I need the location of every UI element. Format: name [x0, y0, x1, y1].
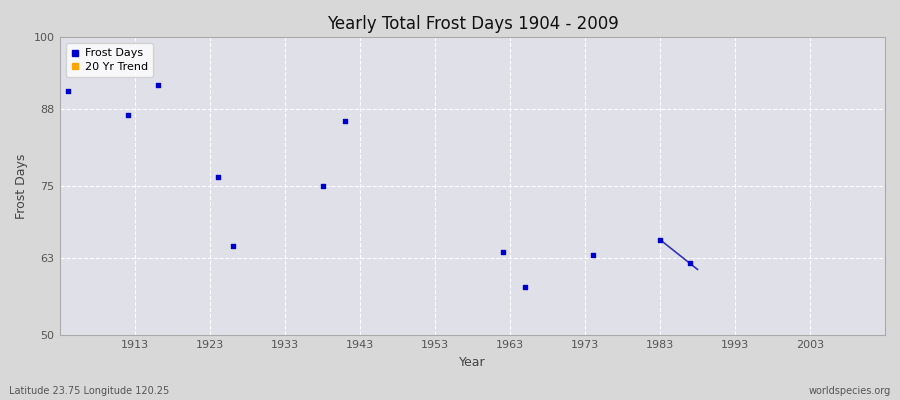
- Point: [150, 82, 165, 88]
- Point: [683, 260, 698, 267]
- Point: [211, 174, 225, 180]
- Legend: Frost Days, 20 Yr Trend: Frost Days, 20 Yr Trend: [66, 43, 153, 77]
- Text: Latitude 23.75 Longitude 120.25: Latitude 23.75 Longitude 120.25: [9, 386, 169, 396]
- Point: [338, 118, 352, 124]
- Point: [225, 242, 239, 249]
- Point: [585, 251, 599, 258]
- X-axis label: Year: Year: [459, 356, 486, 369]
- Point: [60, 88, 75, 94]
- Title: Yearly Total Frost Days 1904 - 2009: Yearly Total Frost Days 1904 - 2009: [327, 15, 618, 33]
- Y-axis label: Frost Days: Frost Days: [15, 154, 28, 219]
- Point: [652, 236, 667, 243]
- Point: [121, 112, 135, 118]
- Point: [518, 284, 532, 290]
- Point: [315, 183, 329, 189]
- Text: worldspecies.org: worldspecies.org: [809, 386, 891, 396]
- Point: [495, 248, 509, 255]
